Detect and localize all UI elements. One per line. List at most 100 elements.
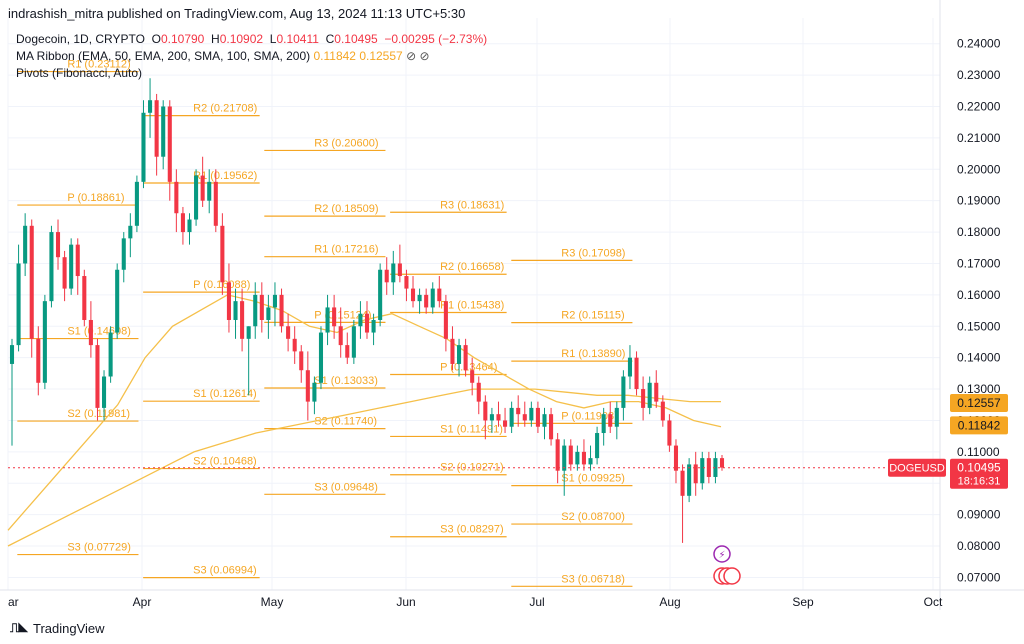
pivot-label: R2 (0.16658): [440, 261, 504, 273]
x-tick-label: Jul: [529, 595, 544, 609]
ma-tag-bg: [950, 416, 1008, 435]
pivot-label: P (0.15124): [314, 309, 371, 321]
candle-body: [128, 225, 133, 239]
candle-body: [614, 407, 619, 427]
event-lightning-icon: [713, 545, 731, 563]
ma-fast-line: [7, 294, 722, 531]
candle-body: [29, 225, 34, 339]
candle-body: [194, 175, 199, 220]
pivot-label: R2 (0.21708): [193, 103, 257, 115]
candle-body: [378, 269, 383, 320]
candle-body: [371, 319, 376, 333]
legend-pivots-label: Pivots (Fibonacci, Auto): [16, 66, 143, 80]
pivot-label: R2 (0.15115): [561, 310, 624, 322]
candle-body: [338, 326, 343, 346]
candle-body: [42, 301, 47, 383]
candle-body: [456, 345, 462, 364]
publish-attribution: indrashish_mitra published on TradingVie…: [8, 6, 466, 21]
candle-body: [101, 376, 107, 408]
candle-body: [535, 407, 540, 427]
candle-body: [555, 439, 560, 471]
y-tick-label: 0.14000: [957, 351, 1001, 365]
candle-body: [410, 288, 416, 302]
candle-body: [693, 464, 698, 484]
pivot-label: R3 (0.18631): [440, 199, 504, 211]
candle-body: [82, 276, 87, 320]
candle-body: [148, 100, 153, 113]
y-tick-label: 0.11000: [957, 445, 1000, 459]
legend-ma-value-1: 0.11842: [313, 49, 356, 63]
candle-body: [345, 345, 350, 358]
footer-brand: TradingView: [33, 620, 105, 636]
pivot-label: R1 (0.17216): [314, 244, 378, 256]
pivot-label: P (0.13464): [440, 361, 497, 373]
candle-body: [489, 414, 494, 421]
candle-body: [542, 414, 547, 427]
candle-body: [549, 414, 554, 440]
ma-tag: 0.11842: [958, 418, 1001, 432]
x-tick-label: Apr: [133, 595, 152, 609]
pivot-label: S1 (0.09925): [561, 473, 625, 485]
candle-body: [673, 445, 679, 471]
candle-body: [601, 414, 606, 434]
candle-body: [305, 370, 310, 402]
candle-body: [654, 382, 659, 402]
tradingview-footer: ⎍◣ TradingView: [10, 620, 105, 636]
y-tick-label: 0.21000: [957, 131, 1001, 145]
legend-o-label: O: [151, 32, 161, 46]
symbol-tag-bg: [888, 458, 946, 477]
chart-legend: Dogecoin, 1D, CRYPTO O0.10790 H0.10902 L…: [16, 31, 487, 82]
candle-body: [621, 376, 626, 408]
candle-body: [286, 326, 291, 339]
candle-body: [272, 294, 278, 308]
lightning-icon: ⚡: [718, 550, 725, 561]
y-tick-label: 0.09000: [957, 508, 1001, 522]
candle-body: [522, 414, 527, 421]
pivot-label: S3 (0.06718): [561, 573, 625, 585]
candle-body: [364, 313, 370, 333]
candle-body: [391, 263, 396, 283]
y-tick-label: 0.23000: [957, 68, 1001, 82]
ma-slow-line: [7, 388, 721, 547]
candle-body: [134, 181, 139, 226]
candle-body: [476, 382, 481, 402]
candle-body: [450, 338, 455, 364]
candle-body: [16, 263, 21, 346]
candle-body: [187, 219, 192, 233]
pivot-label: S3 (0.09648): [314, 481, 378, 493]
candle-body: [69, 244, 74, 289]
candle-body: [562, 445, 567, 471]
candle-body: [496, 414, 501, 421]
pivot-label: S1 (0.14608): [67, 326, 131, 338]
candle-body: [627, 357, 633, 377]
legend-low: 0.10411: [276, 32, 319, 46]
candle-body: [483, 401, 488, 421]
y-tick-label: 0.22000: [957, 99, 1001, 113]
candle-body: [88, 319, 93, 346]
candle-body: [641, 389, 646, 408]
countdown-tag: 18:16:31: [958, 476, 1001, 488]
legend-pivots-row: Pivots (Fibonacci, Auto): [16, 65, 487, 82]
ma-tag: 0.12557: [957, 396, 1001, 410]
pivot-label: R1 (0.23112): [67, 59, 130, 71]
candle-body: [384, 269, 389, 283]
pivot-label: S2 (0.10468): [193, 456, 257, 468]
legend-high: 0.10902: [219, 32, 264, 46]
pivot-label: R1 (0.13890): [561, 348, 625, 360]
candle-body: [9, 345, 15, 364]
candle-body: [581, 451, 586, 465]
candle-body: [575, 451, 580, 465]
candle-body: [529, 407, 534, 421]
candle-body: [417, 294, 422, 302]
candle-body: [141, 112, 146, 182]
candle-body: [700, 458, 705, 484]
y-tick-label: 0.20000: [957, 162, 1001, 176]
x-tick-label: ar: [8, 595, 19, 609]
candle-body: [220, 225, 225, 283]
candle-body: [246, 326, 251, 339]
legend-ma-value-2: 0.12557: [359, 49, 403, 63]
legend-close: 0.10495: [334, 32, 378, 46]
pivot-label: R1 (0.15438): [440, 300, 504, 312]
candle-body: [36, 338, 41, 383]
